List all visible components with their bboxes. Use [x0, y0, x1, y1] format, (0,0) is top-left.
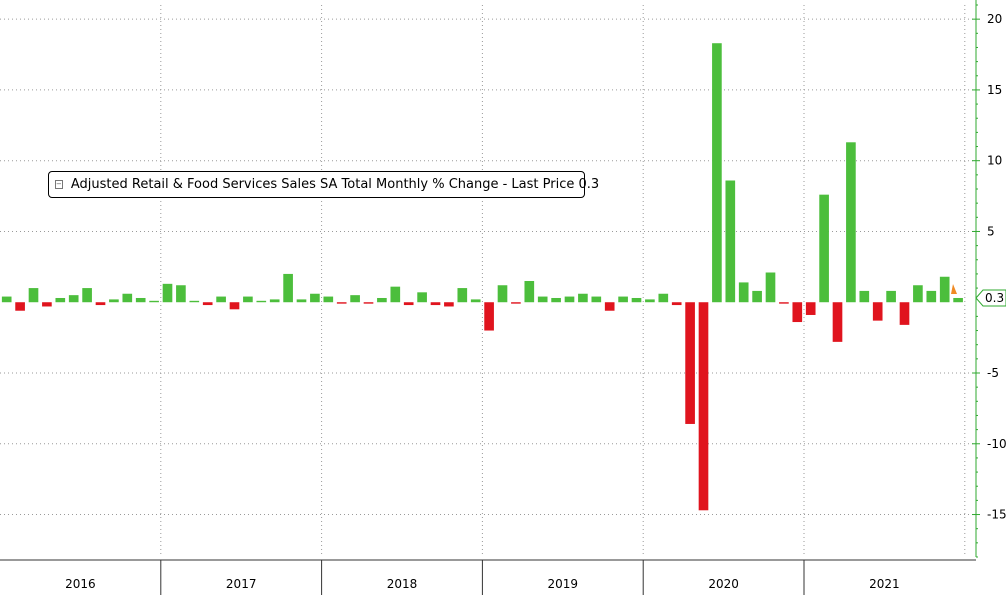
- bar: [390, 286, 401, 303]
- bar: [913, 285, 923, 303]
- bar: [470, 299, 481, 303]
- y-tick-label: -5: [987, 366, 999, 380]
- bar: [511, 302, 521, 304]
- bar: [216, 296, 226, 303]
- last-price-arrow-icon: [951, 283, 957, 294]
- bar: [939, 276, 950, 303]
- bar: [524, 281, 535, 303]
- bar: [497, 285, 508, 303]
- legend-label: Adjusted Retail & Food Services Sales SA…: [70, 177, 600, 192]
- y-tick-label: 20: [987, 12, 1002, 26]
- year-label: 2018: [387, 577, 418, 591]
- bar: [1, 296, 12, 303]
- bar: [926, 290, 937, 303]
- bar: [872, 302, 883, 321]
- year-label: 2020: [708, 577, 739, 591]
- legend: − Adjusted Retail & Food Services Sales …: [48, 171, 599, 198]
- bar: [725, 180, 736, 303]
- last-price-box: [975, 289, 1006, 307]
- bar: [296, 299, 307, 303]
- collapse-icon[interactable]: −: [55, 180, 63, 189]
- bar: [752, 290, 762, 303]
- bar: [149, 300, 159, 303]
- bar: [712, 43, 722, 303]
- bar: [323, 296, 334, 303]
- bar: [658, 293, 669, 303]
- bar: [779, 302, 789, 304]
- bar: [68, 295, 79, 303]
- bar: [738, 282, 749, 303]
- x-axis: 2016 2017 2018 2019 2020 2021: [0, 559, 976, 595]
- bar: [243, 296, 253, 303]
- year-label: 2016: [65, 577, 96, 591]
- bar: [805, 302, 816, 315]
- bar: [135, 297, 146, 303]
- bar: [792, 302, 803, 323]
- bar: [269, 299, 280, 303]
- bar: [55, 297, 66, 303]
- bar-series: [1, 43, 963, 511]
- bar: [350, 295, 360, 303]
- bar: [403, 302, 414, 306]
- bar: [229, 302, 240, 310]
- bar: [551, 297, 561, 303]
- bar: [444, 302, 454, 307]
- bar: [765, 272, 776, 303]
- grid-lines: [0, 5, 976, 557]
- bar: [430, 302, 441, 306]
- bar: [953, 297, 963, 303]
- bar: [283, 273, 293, 303]
- bar: [42, 302, 52, 307]
- y-tick-label: 5: [987, 224, 995, 238]
- bar: [859, 290, 870, 303]
- bar: [631, 297, 642, 303]
- bar: [377, 297, 387, 303]
- bar: [899, 302, 910, 325]
- bar: [95, 302, 106, 306]
- bar: [832, 302, 843, 342]
- bar: [189, 300, 200, 303]
- bar: [336, 302, 347, 304]
- y-tick-label: 15: [987, 83, 1002, 97]
- year-label: 2021: [869, 577, 900, 591]
- bar: [698, 302, 709, 511]
- bar: [109, 299, 119, 303]
- bar: [578, 293, 588, 303]
- bar: [819, 194, 829, 303]
- y-tick-label: -10: [987, 437, 1006, 451]
- bar: [604, 302, 615, 311]
- bar: [886, 290, 896, 303]
- bar: [685, 302, 695, 424]
- bar: [202, 302, 213, 306]
- bar: [310, 293, 320, 303]
- bar: [162, 283, 173, 303]
- bar: [537, 296, 548, 303]
- year-label: 2017: [226, 577, 257, 591]
- y-tick-label: 10: [987, 154, 1002, 168]
- bar: [417, 292, 427, 303]
- year-label: 2019: [548, 577, 579, 591]
- bar: [28, 288, 39, 303]
- bar: [671, 302, 682, 306]
- bar: [484, 302, 494, 331]
- bar: [591, 296, 602, 303]
- bar: [645, 299, 655, 303]
- y-tick-label: -15: [987, 508, 1006, 522]
- bar: [15, 302, 25, 311]
- bar: [846, 142, 856, 303]
- bar: [457, 288, 468, 303]
- bar: [122, 293, 133, 303]
- bar: [363, 302, 374, 304]
- bar: [256, 300, 267, 303]
- bar: [618, 296, 628, 303]
- bar: [82, 288, 92, 303]
- y-axis: 20 15 10 5 -5 -10 -15 0.3: [951, 0, 1006, 558]
- bar: [564, 296, 575, 303]
- bar: [176, 285, 186, 303]
- last-price-label: 0.3: [985, 291, 1004, 305]
